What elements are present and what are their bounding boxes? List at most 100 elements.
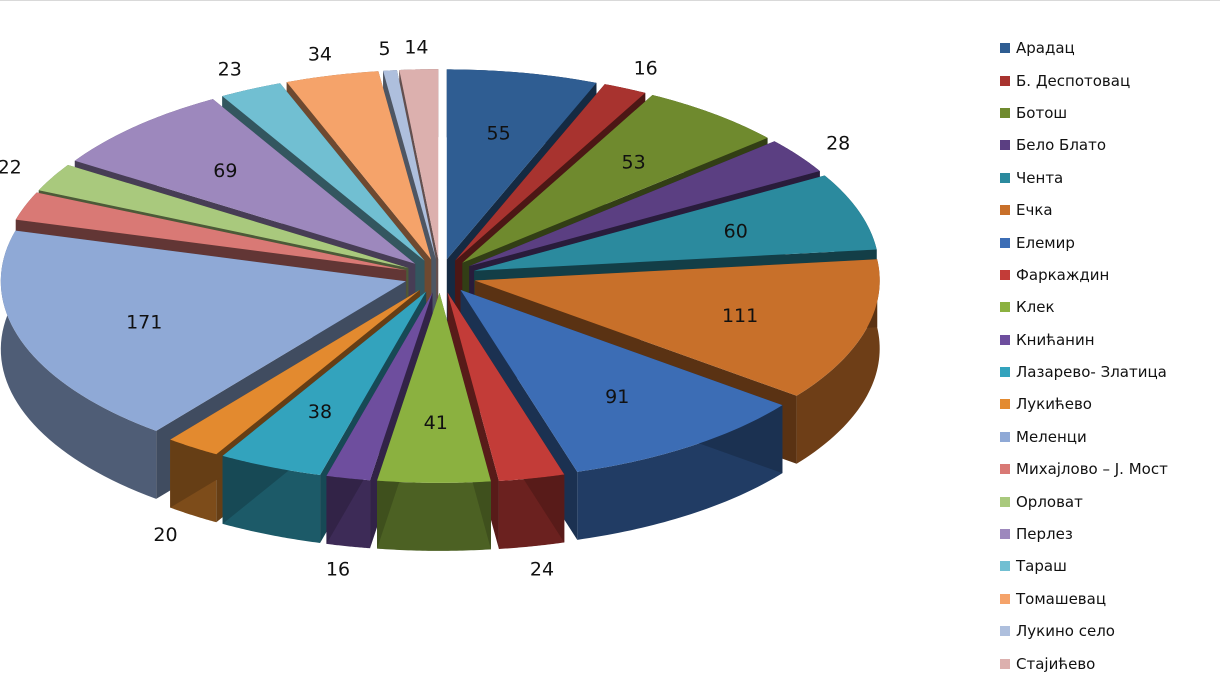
data-label: 38 [308,401,332,423]
legend-label: Михајлово – Ј. Мост [1016,460,1168,479]
legend-item: Лазарево- Златица [1000,356,1215,388]
legend-item: Бело Блато [1000,129,1215,161]
data-label: 111 [722,305,758,327]
slice-меленци [0,230,406,431]
legend-swatch [1000,140,1010,151]
legend-swatch [1000,464,1010,475]
legend-swatch [1000,269,1010,280]
legend-item: Б. Деспотовац [1000,64,1215,96]
legend-swatch [1000,367,1010,378]
legend-item: Михајлово – Ј. Мост [1000,453,1215,485]
data-label: 53 [622,152,646,174]
slice-орловат [38,164,409,268]
slice-бело-блато [469,141,820,267]
legend-swatch [1000,302,1010,313]
data-label: 20 [153,524,177,546]
legend-item: Перлез [1000,518,1215,550]
legend-item: Чента [1000,162,1215,194]
data-label: 34 [308,43,332,65]
legend-label: Ечка [1016,201,1053,220]
legend-item: Фаркаждин [1000,259,1215,291]
data-label: 5 [378,38,390,60]
legend-item: Тараш [1000,550,1215,582]
legend-label: Фаркаждин [1016,265,1110,284]
legend-swatch [1000,496,1010,507]
legend-label: Книћанин [1016,330,1095,349]
legend-item: Лукићево [1000,388,1215,420]
legend-item: Ечка [1000,194,1215,226]
data-label: 24 [530,559,554,581]
legend-label: Лукићево [1016,395,1092,414]
slice-лукићево [170,289,420,455]
data-label: 14 [404,37,428,59]
data-label: 55 [486,123,510,145]
slice-томашевац [286,71,432,260]
data-label: 60 [724,220,748,242]
legend-swatch [1000,172,1010,183]
legend-swatch [1000,593,1010,604]
legend-item: Орловат [1000,485,1215,517]
legend-item: Клек [1000,291,1215,323]
legend-item: Книћанин [1000,324,1215,356]
slice-side [796,259,880,464]
legend-label: Лукино село [1016,622,1115,641]
slice-михајлово-ј-мост [15,192,407,271]
legend-label: Стајићево [1016,654,1096,673]
legend-item: Томашевац [1000,583,1215,615]
slice-фаркаждин [447,292,565,481]
legend-swatch [1000,334,1010,345]
slice-арадац [446,69,597,260]
legend-label: Ботош [1016,103,1068,122]
legend-label: Меленци [1016,427,1087,446]
slice-sides [0,69,880,551]
legend-swatch [1000,43,1010,54]
legend: Арадац Б. Деспотовац Ботош Бело Блато Чента Е… [1000,32,1215,680]
legend-label: Перлез [1016,525,1073,544]
slice-лазарево-златица [222,291,427,475]
data-label: 69 [213,160,237,182]
legend-swatch [1000,107,1010,118]
legend-label: Бело Блато [1016,136,1107,155]
data-label: 171 [126,312,162,334]
legend-item: Арадац [1000,32,1215,64]
slice-книћанин [326,292,433,481]
legend-item: Меленци [1000,421,1215,453]
legend-item: Ботош [1000,97,1215,129]
slice-перлез [74,99,416,264]
legend-label: Елемир [1016,233,1075,252]
legend-item: Лукино село [1000,615,1215,647]
legend-label: Чента [1016,168,1064,187]
legend-label: Арадац [1016,39,1075,58]
legend-swatch [1000,205,1010,216]
legend-swatch [1000,75,1010,86]
data-label: 16 [634,58,658,80]
legend-label: Б. Деспотовац [1016,71,1131,90]
legend-item: Стајићево [1000,647,1215,679]
legend-swatch [1000,529,1010,540]
data-label: 41 [424,412,448,434]
slice-ечка [474,259,880,396]
data-label: 28 [826,132,850,154]
legend-swatch [1000,626,1010,637]
data-label: 23 [218,59,242,81]
legend-swatch [1000,237,1010,248]
legend-swatch [1000,399,1010,410]
data-labels: 5516532860111912441163820171222269233451… [0,37,850,581]
slice-чента [474,175,877,271]
slice-б-деспотовац [455,84,646,261]
legend-label: Клек [1016,298,1055,317]
legend-swatch [1000,431,1010,442]
slice-елемир [460,289,783,472]
slice-side [377,480,491,551]
legend-swatch [1000,561,1010,572]
legend-label: Тараш [1016,557,1067,576]
pie-chart: 5516532860111912441163820171222269233451… [0,37,880,581]
slice-клек [377,292,491,483]
legend-label: Орловат [1016,492,1083,511]
slice-side [0,230,157,499]
slice-лукино-село [383,70,436,260]
data-label: 16 [326,559,350,581]
legend-item: Елемир [1000,226,1215,258]
legend-swatch [1000,658,1010,669]
data-label: 91 [605,386,629,408]
